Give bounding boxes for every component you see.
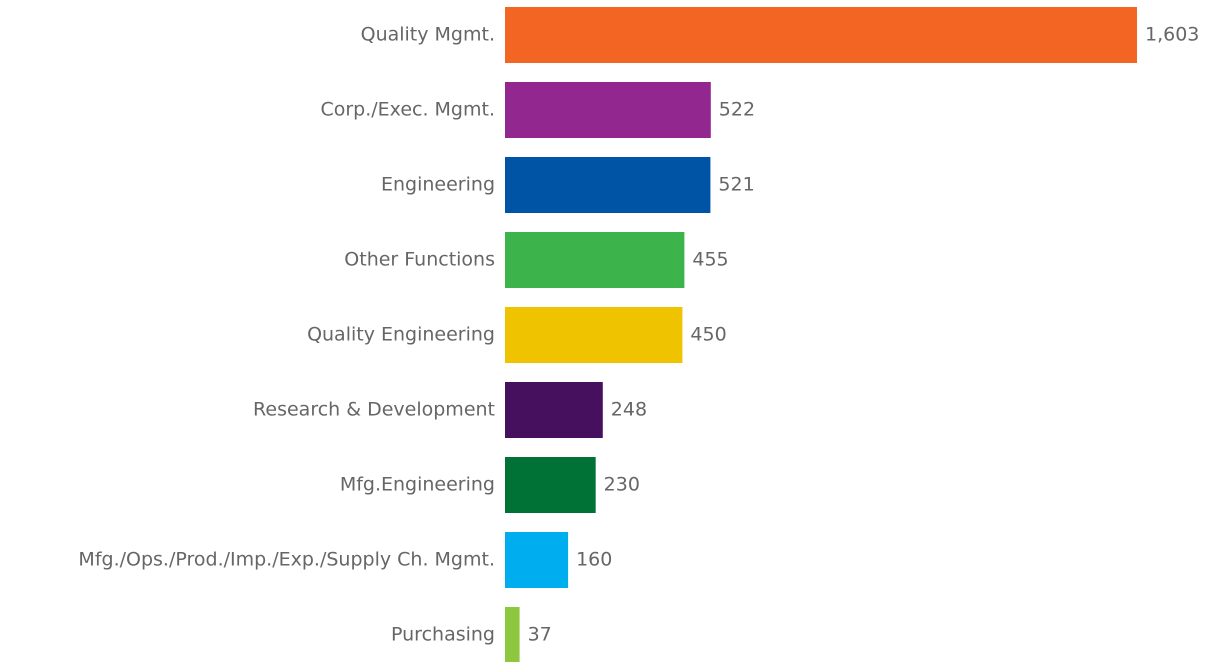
value-label: 522 [719, 99, 755, 121]
category-label: Quality Engineering [307, 324, 495, 346]
bar [505, 307, 683, 363]
value-label: 521 [718, 174, 754, 196]
value-label: 160 [576, 549, 612, 571]
value-label: 455 [692, 249, 728, 271]
category-label: Other Functions [344, 249, 495, 271]
category-label: Engineering [381, 174, 495, 196]
bar [505, 232, 685, 288]
bar [505, 457, 596, 513]
category-label: Mfg./Ops./Prod./Imp./Exp./Supply Ch. Mgm… [78, 549, 495, 571]
value-label: 37 [528, 624, 552, 646]
category-label: Quality Mgmt. [361, 24, 495, 46]
value-label: 1,603 [1145, 24, 1199, 46]
category-label: Research & Development [253, 399, 495, 421]
category-label: Corp./Exec. Mgmt. [320, 99, 495, 121]
bar [505, 532, 569, 588]
bar [505, 82, 711, 138]
category-label: Purchasing [391, 624, 495, 646]
bar [505, 7, 1137, 63]
bar [505, 382, 603, 438]
value-label: 230 [604, 474, 640, 496]
value-label: 450 [690, 324, 726, 346]
bar [505, 607, 520, 662]
category-label: Mfg.Engineering [340, 474, 495, 496]
bar [505, 157, 711, 213]
value-label: 248 [611, 399, 647, 421]
